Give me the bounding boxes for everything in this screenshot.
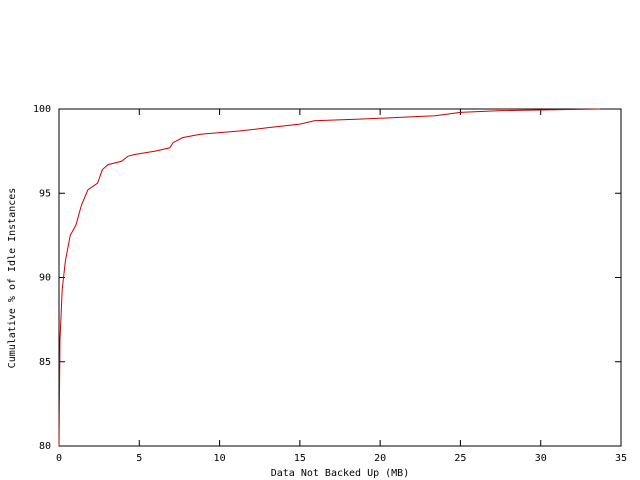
x-axis-label: Data Not Backed Up (MB) (271, 468, 409, 479)
x-tick-label: 15 (294, 453, 306, 464)
x-tick-label: 10 (214, 453, 226, 464)
x-tick-label: 30 (535, 453, 547, 464)
x-tick-label: 20 (374, 453, 386, 464)
x-tick-label: 35 (615, 453, 627, 464)
data-line (58, 108, 601, 447)
x-tick-label: 0 (56, 453, 62, 464)
plot-frame (58, 108, 622, 447)
y-tick-label: 95 (39, 188, 51, 199)
y-tick-label: 90 (39, 273, 51, 284)
y-axis-label: Cumulative % of Idle Instances (7, 188, 18, 369)
x-tick-label: 25 (454, 453, 466, 464)
x-tick-label: 5 (136, 453, 142, 464)
y-tick-label: 100 (33, 104, 51, 115)
y-tick-label: 80 (39, 441, 51, 452)
y-tick-label: 85 (39, 357, 51, 368)
